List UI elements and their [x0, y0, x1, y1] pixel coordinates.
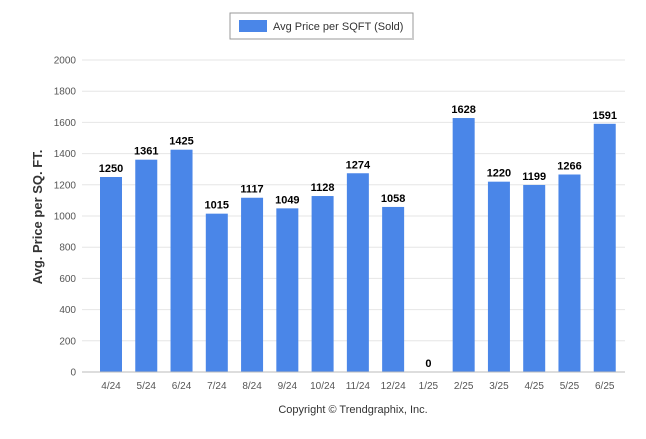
- data-label: 1425: [169, 136, 193, 148]
- data-label: 1250: [99, 163, 123, 175]
- bar-9-24[interactable]: [276, 208, 299, 372]
- data-label: 1117: [240, 184, 263, 196]
- x-tick-label: 12/24: [381, 381, 406, 392]
- x-tick-label: 4/24: [101, 381, 121, 392]
- x-tick-label: 7/24: [207, 381, 227, 392]
- bar-5-25[interactable]: [558, 174, 581, 372]
- data-label: 1128: [311, 182, 335, 194]
- y-tick-label: 0: [70, 368, 76, 379]
- x-axis-ticks: 4/24 5/24 6/24 7/24 8/24 9/24 10/24 11/24 12/24 1…: [101, 381, 615, 392]
- x-tick-label: 10/24: [310, 381, 335, 392]
- y-tick-label: 800: [59, 243, 76, 254]
- y-tick-label: 1000: [54, 212, 77, 223]
- bar-4-25[interactable]: [523, 184, 546, 372]
- x-tick-label: 6/25: [595, 381, 615, 392]
- bar-12-24[interactable]: [382, 206, 405, 372]
- data-label: 1049: [275, 194, 299, 206]
- data-label: 1199: [522, 171, 546, 183]
- data-label: 0: [425, 358, 431, 370]
- y-tick-label: 2000: [54, 56, 77, 67]
- bars: [100, 118, 616, 372]
- legend-label: Avg Price per SQFT (Sold): [273, 21, 403, 33]
- y-tick-label: 1600: [54, 118, 77, 129]
- data-label: 1015: [205, 200, 229, 212]
- legend[interactable]: Avg Price per SQFT (Sold): [229, 12, 414, 40]
- data-label: 1058: [381, 193, 405, 205]
- data-label: 1220: [487, 168, 511, 180]
- x-tick-label: 5/24: [137, 381, 157, 392]
- legend-swatch: [239, 20, 267, 32]
- data-label: 1266: [557, 161, 581, 173]
- y-axis-ticks: 0 200 400 600 800 1000 1200 1400 1600 1800 2000: [54, 56, 77, 379]
- bar-10-24[interactable]: [311, 196, 334, 372]
- bar-11-24[interactable]: [346, 173, 369, 372]
- bar-2-25[interactable]: [452, 118, 475, 372]
- y-tick-label: 600: [59, 274, 76, 285]
- y-axis-title: Avg. Price per SQ. FT.: [30, 150, 45, 285]
- data-label: 1628: [451, 104, 475, 116]
- x-tick-label: 4/25: [524, 381, 544, 392]
- copyright-text: Copyright © Trendgraphix, Inc.: [278, 404, 427, 416]
- data-label: 1274: [346, 159, 371, 171]
- data-label: 1591: [592, 110, 616, 122]
- bar-7-24[interactable]: [205, 213, 228, 372]
- x-tick-label: 3/25: [489, 381, 509, 392]
- bar-6-25[interactable]: [593, 123, 616, 372]
- y-tick-label: 1800: [54, 87, 77, 98]
- x-tick-label: 1/25: [419, 381, 439, 392]
- bar-5-24[interactable]: [135, 159, 158, 372]
- x-tick-label: 2/25: [454, 381, 474, 392]
- y-tick-label: 1400: [54, 149, 77, 160]
- x-tick-label: 8/24: [242, 381, 262, 392]
- bar-6-24[interactable]: [170, 149, 193, 372]
- y-tick-label: 400: [59, 305, 76, 316]
- legend-box-shadow: [232, 38, 414, 40]
- x-tick-label: 11/24: [346, 381, 371, 392]
- bar-3-25[interactable]: [487, 181, 510, 372]
- x-tick-label: 5/25: [560, 381, 580, 392]
- x-tick-label: 6/24: [172, 381, 192, 392]
- data-labels: 1250 1361 1425 1015 1117 1049 1128 1274 1058 0 162…: [99, 104, 617, 370]
- y-tick-label: 1200: [54, 180, 77, 191]
- x-tick-label: 9/24: [278, 381, 298, 392]
- bar-4-24[interactable]: [100, 177, 122, 372]
- y-tick-label: 200: [59, 336, 76, 347]
- data-label: 1361: [134, 146, 158, 158]
- bar-8-24[interactable]: [241, 197, 264, 372]
